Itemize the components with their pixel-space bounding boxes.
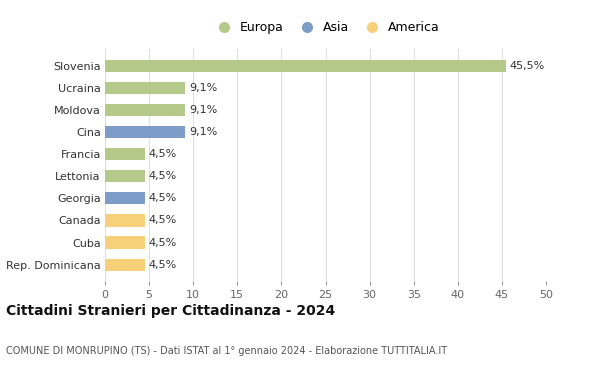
Text: 4,5%: 4,5% xyxy=(148,193,176,203)
Text: 4,5%: 4,5% xyxy=(148,238,176,247)
Text: 9,1%: 9,1% xyxy=(189,127,217,137)
Bar xyxy=(105,236,145,249)
Bar xyxy=(105,104,185,116)
Bar xyxy=(105,148,145,160)
Text: Cittadini Stranieri per Cittadinanza - 2024: Cittadini Stranieri per Cittadinanza - 2… xyxy=(6,304,335,318)
Bar xyxy=(105,82,185,94)
Text: 4,5%: 4,5% xyxy=(148,149,176,159)
Bar xyxy=(105,126,185,138)
Bar xyxy=(105,192,145,204)
Legend: Europa, Asia, America: Europa, Asia, America xyxy=(206,16,445,39)
Text: 4,5%: 4,5% xyxy=(148,171,176,181)
Text: 4,5%: 4,5% xyxy=(148,260,176,269)
Bar xyxy=(105,170,145,182)
Bar xyxy=(105,258,145,271)
Text: 4,5%: 4,5% xyxy=(148,215,176,225)
Text: 9,1%: 9,1% xyxy=(189,83,217,93)
Bar xyxy=(105,214,145,226)
Text: COMUNE DI MONRUPINO (TS) - Dati ISTAT al 1° gennaio 2024 - Elaborazione TUTTITAL: COMUNE DI MONRUPINO (TS) - Dati ISTAT al… xyxy=(6,346,447,356)
Text: 45,5%: 45,5% xyxy=(510,61,545,71)
Text: 9,1%: 9,1% xyxy=(189,105,217,115)
Bar xyxy=(105,60,506,72)
